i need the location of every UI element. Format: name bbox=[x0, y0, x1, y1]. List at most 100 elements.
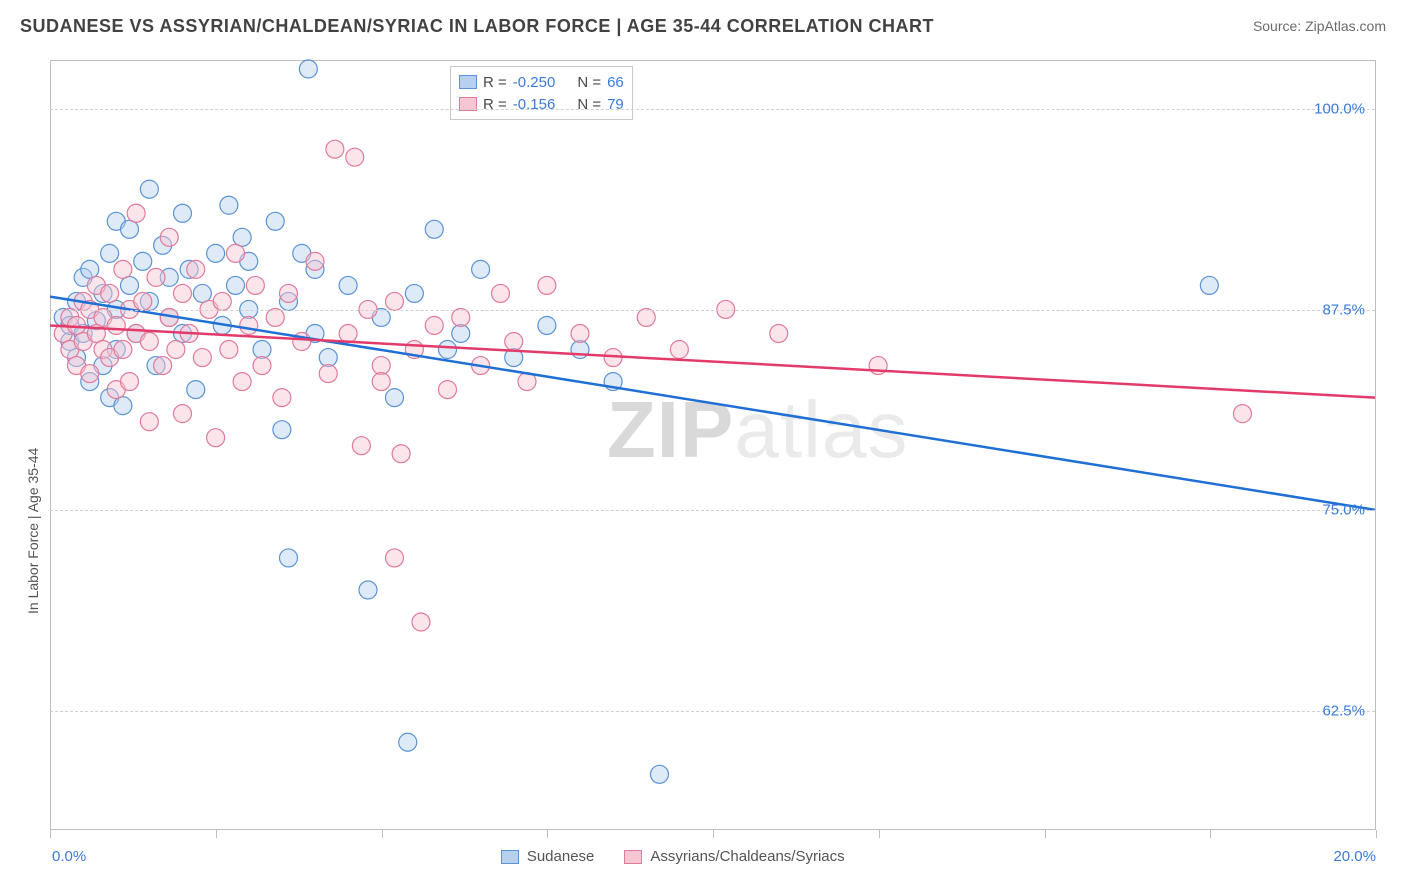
data-point bbox=[670, 341, 688, 359]
data-point bbox=[1200, 276, 1218, 294]
data-point bbox=[207, 244, 225, 262]
y-tick-label: 62.5% bbox=[1322, 702, 1365, 719]
data-point bbox=[253, 357, 271, 375]
data-point bbox=[107, 316, 125, 334]
data-point bbox=[233, 228, 251, 246]
data-point bbox=[326, 140, 344, 158]
r-label: R = bbox=[483, 74, 507, 91]
data-point bbox=[193, 349, 211, 367]
data-point bbox=[114, 341, 132, 359]
data-point bbox=[538, 316, 556, 334]
source-label: Source: ZipAtlas.com bbox=[1253, 18, 1386, 34]
legend-stats-row: R =-0.250N =66 bbox=[459, 71, 624, 93]
data-point bbox=[193, 284, 211, 302]
data-point bbox=[399, 733, 417, 751]
y-tick-label: 75.0% bbox=[1322, 502, 1365, 519]
data-point bbox=[101, 244, 119, 262]
data-point bbox=[227, 244, 245, 262]
x-tick bbox=[1376, 830, 1377, 838]
data-point bbox=[227, 276, 245, 294]
data-point bbox=[571, 325, 589, 343]
x-tick bbox=[879, 830, 880, 838]
data-point bbox=[81, 260, 99, 278]
data-point bbox=[339, 325, 357, 343]
data-point bbox=[140, 333, 158, 351]
data-point bbox=[121, 373, 139, 391]
data-point bbox=[339, 276, 357, 294]
x-tick bbox=[1045, 830, 1046, 838]
data-point bbox=[134, 252, 152, 270]
plot-area: ZIPatlas R =-0.250N =66R =-0.156N =79 62… bbox=[50, 60, 1376, 830]
data-point bbox=[121, 276, 139, 294]
data-point bbox=[359, 581, 377, 599]
data-point bbox=[114, 260, 132, 278]
data-point bbox=[346, 148, 364, 166]
data-point bbox=[213, 292, 231, 310]
data-point bbox=[452, 308, 470, 326]
data-point bbox=[220, 196, 238, 214]
data-point bbox=[280, 549, 298, 567]
x-tick bbox=[382, 830, 383, 838]
x-tick bbox=[713, 830, 714, 838]
data-point bbox=[207, 429, 225, 447]
data-point bbox=[425, 316, 443, 334]
y-axis-label: In Labor Force | Age 35-44 bbox=[25, 448, 41, 614]
series-legend: Sudanese Assyrians/Chaldeans/Syriacs bbox=[501, 848, 845, 865]
data-point bbox=[220, 341, 238, 359]
data-point bbox=[491, 284, 509, 302]
data-point bbox=[140, 180, 158, 198]
data-point bbox=[174, 204, 192, 222]
x-tick bbox=[216, 830, 217, 838]
data-point bbox=[372, 357, 390, 375]
n-label: N = bbox=[577, 74, 601, 91]
data-point bbox=[770, 325, 788, 343]
data-point bbox=[385, 292, 403, 310]
data-point bbox=[352, 437, 370, 455]
data-point bbox=[134, 292, 152, 310]
correlation-legend: R =-0.250N =66R =-0.156N =79 bbox=[450, 66, 633, 120]
data-point bbox=[140, 413, 158, 431]
gridline bbox=[50, 310, 1375, 311]
data-point bbox=[306, 252, 324, 270]
data-point bbox=[114, 397, 132, 415]
legend-label: Assyrians/Chaldeans/Syriacs bbox=[650, 848, 844, 865]
data-point bbox=[160, 228, 178, 246]
trend-line bbox=[50, 297, 1375, 510]
data-point bbox=[81, 365, 99, 383]
chart-title: SUDANESE VS ASSYRIAN/CHALDEAN/SYRIAC IN … bbox=[20, 16, 934, 37]
data-point bbox=[538, 276, 556, 294]
data-point bbox=[392, 445, 410, 463]
data-point bbox=[319, 349, 337, 367]
data-point bbox=[405, 284, 423, 302]
chart-svg bbox=[50, 61, 1375, 830]
data-point bbox=[412, 613, 430, 631]
x-max-label: 20.0% bbox=[1333, 848, 1376, 865]
chart-header: SUDANESE VS ASSYRIAN/CHALDEAN/SYRIAC IN … bbox=[0, 0, 1406, 52]
data-point bbox=[452, 325, 470, 343]
data-point bbox=[385, 389, 403, 407]
data-point bbox=[438, 381, 456, 399]
data-point bbox=[233, 373, 251, 391]
x-tick bbox=[547, 830, 548, 838]
data-point bbox=[174, 405, 192, 423]
data-point bbox=[273, 389, 291, 407]
data-point bbox=[187, 260, 205, 278]
gridline bbox=[50, 109, 1375, 110]
data-point bbox=[266, 308, 284, 326]
legend-swatch bbox=[501, 850, 519, 864]
data-point bbox=[319, 365, 337, 383]
data-point bbox=[154, 357, 172, 375]
data-point bbox=[472, 260, 490, 278]
data-point bbox=[505, 333, 523, 351]
data-point bbox=[121, 220, 139, 238]
legend-swatch bbox=[624, 850, 642, 864]
data-point bbox=[650, 765, 668, 783]
y-tick-label: 100.0% bbox=[1314, 101, 1365, 118]
data-point bbox=[266, 212, 284, 230]
data-point bbox=[101, 284, 119, 302]
legend-label: Sudanese bbox=[527, 848, 595, 865]
x-tick bbox=[1210, 830, 1211, 838]
x-min-label: 0.0% bbox=[52, 848, 86, 865]
data-point bbox=[174, 284, 192, 302]
data-point bbox=[425, 220, 443, 238]
